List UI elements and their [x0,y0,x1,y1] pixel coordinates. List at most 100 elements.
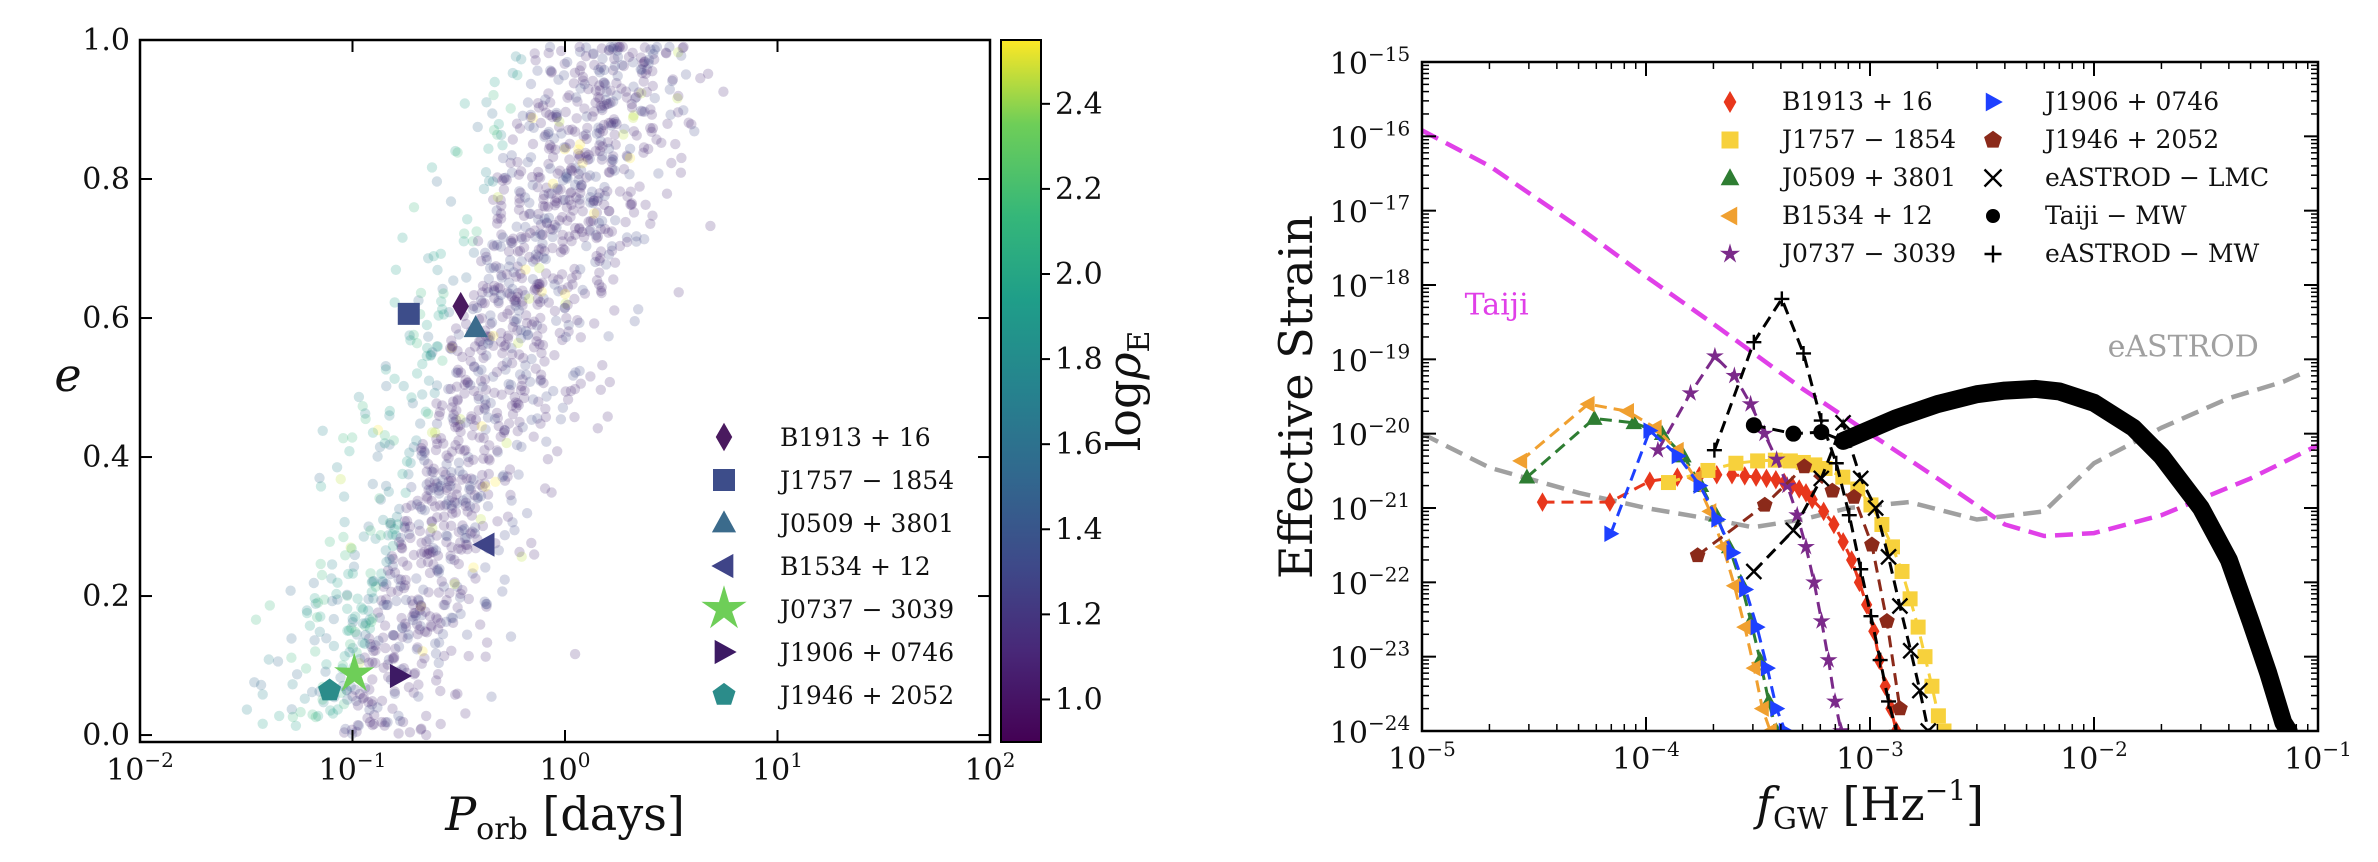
population-point [566,199,577,210]
population-point [241,704,253,715]
population-point [388,553,399,565]
population-point [455,537,466,548]
population-point [505,103,516,114]
population-point [404,727,416,738]
population-point [403,682,415,693]
population-point [488,330,499,342]
population-point [415,601,427,612]
population-point [642,64,653,75]
population-point [603,45,614,56]
population-point [594,80,605,91]
population-point [599,77,610,89]
population-point [477,280,489,292]
population-point [436,576,447,587]
population-point [437,355,448,366]
series-point [2280,723,2297,731]
population-point [363,697,374,708]
population-point [510,316,521,328]
population-point [363,605,374,616]
population-point [342,625,353,636]
population-point [433,657,444,669]
population-point [573,168,584,180]
population-point [463,457,474,468]
population-point [431,176,443,187]
population-point [405,335,416,346]
population-point [387,560,398,572]
population-point [536,347,547,359]
population-point [452,497,463,509]
population-point [399,521,410,532]
population-point [617,41,628,53]
population-point [367,674,378,685]
population-point [469,490,480,501]
population-point [360,629,371,641]
population-point [570,229,581,240]
population-point [411,619,423,630]
population-point [393,641,405,652]
population-point [287,679,298,690]
population-point [438,581,450,592]
population-point [383,530,394,541]
series-point [2027,380,2044,397]
population-point [438,599,449,611]
population-point [522,330,533,341]
population-point [367,427,379,438]
population-point [364,614,375,625]
population-point [556,269,568,280]
population-point [449,578,460,590]
population-point [517,110,528,122]
population-point [512,398,523,409]
legend-label: J0737 − 3039 [1779,239,1956,268]
population-point [616,83,627,94]
population-point [513,204,525,215]
population-point [540,268,552,279]
population-point [620,86,632,97]
population-point [522,97,534,108]
population-point [572,315,583,326]
population-point [435,685,446,697]
population-point [457,469,469,480]
population-point [486,317,498,328]
population-point [450,421,461,433]
series-point [1853,561,1869,577]
series-point [1902,591,1918,607]
population-point [585,224,596,235]
population-point [546,142,557,153]
population-point [381,556,392,568]
population-point [491,218,503,229]
legend-label: B1534 + 12 [780,552,931,581]
population-point [478,453,489,464]
population-point [357,604,369,615]
population-point [495,129,507,141]
population-point [533,208,544,220]
population-point [568,370,579,381]
population-point [363,521,374,532]
population-point [628,81,639,92]
legend-marker [713,469,735,491]
population-point [568,205,579,216]
population-point [492,129,503,140]
population-point [445,520,457,531]
series-point [2153,448,2170,465]
population-point [630,93,641,104]
population-point [393,574,404,585]
population-point [531,336,542,347]
population-point [366,616,377,628]
population-point [596,282,607,293]
population-point [376,695,388,706]
population-point [588,49,599,60]
population-point [358,692,369,703]
series-point [1852,470,1870,487]
population-point [574,139,586,150]
population-point [514,193,525,204]
population-point [308,577,319,589]
population-point [533,171,544,183]
population-point [432,614,443,625]
population-point [388,653,400,664]
population-point [376,716,387,728]
legend-label: Taiji − MW [2045,201,2187,230]
y-tick-label: 10−21 [1330,488,1410,528]
population-point [608,41,619,53]
x-tick-label: 10−2 [2060,737,2128,777]
series-point [1750,467,1762,487]
